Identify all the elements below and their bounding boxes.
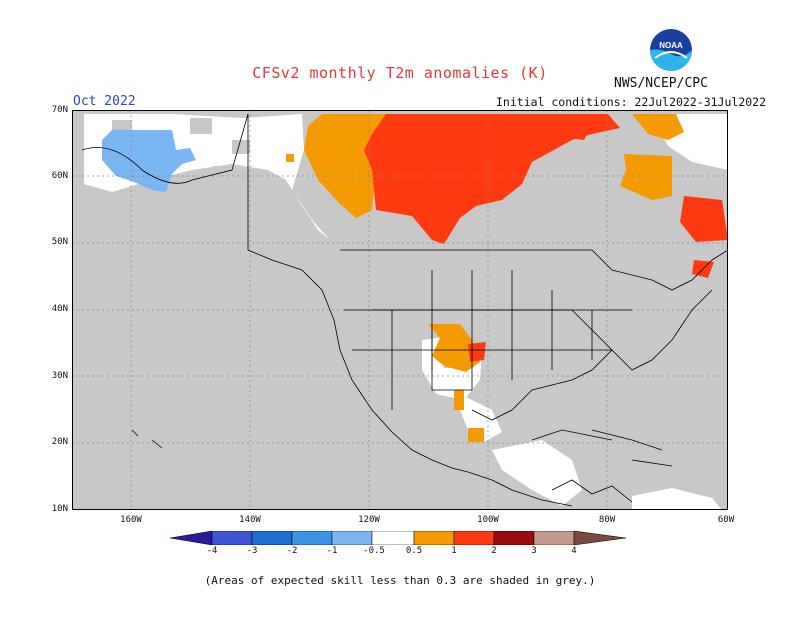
- legend-label: -0.5: [363, 546, 385, 556]
- forecast-month: Oct 2022: [73, 94, 136, 109]
- noaa-logo: NOAA: [650, 29, 692, 71]
- low-skill-speckle: [112, 118, 454, 368]
- legend-label: -1: [326, 546, 338, 556]
- negative-anomaly-alaska: [102, 130, 196, 192]
- lat-label-70n: 70N: [51, 105, 68, 115]
- svg-text:NOAA: NOAA: [659, 41, 683, 50]
- legend-bin-pos1: [453, 531, 495, 545]
- initial-conditions: Initial conditions: 22Jul2022-31Jul2022: [496, 95, 767, 109]
- lon-label-160w: 160W: [120, 515, 142, 525]
- anomaly-0p5-to-1: [286, 114, 684, 442]
- lat-label-50n: 50N: [51, 237, 68, 247]
- organization-label: NWS/NCEP/CPC: [614, 76, 708, 91]
- legend-arrow-right: [573, 531, 627, 545]
- legend-label: 2: [491, 546, 497, 556]
- lat-label-40n: 40N: [51, 304, 68, 314]
- lon-label-100w: 100W: [477, 515, 499, 525]
- legend-label: -2: [286, 546, 298, 556]
- color-legend-bar: [170, 531, 627, 545]
- lon-label-140w: 140W: [239, 515, 261, 525]
- lat-label-30n: 30N: [51, 371, 68, 381]
- map-title: CFSv2 monthly T2m anomalies (K): [252, 64, 548, 82]
- legend-bin-neutral: [371, 531, 415, 545]
- lon-label-60w: 60W: [717, 515, 735, 525]
- skill-footnote: (Areas of expected skill less than 0.3 a…: [204, 574, 596, 587]
- legend-bin-pos0p5: [413, 531, 455, 545]
- lat-label-60n: 60N: [51, 171, 68, 181]
- legend-bin-neg1: [331, 531, 373, 545]
- legend-label: -3: [246, 546, 258, 556]
- legend-bin-neg3: [251, 531, 293, 545]
- legend-arrow-left: [170, 531, 213, 545]
- anomaly-map: [72, 110, 728, 510]
- lat-label-20n: 20N: [51, 437, 68, 447]
- legend-label: -4: [206, 546, 218, 556]
- lon-label-80w: 80W: [598, 515, 616, 525]
- legend-label: 3: [531, 546, 537, 556]
- lon-label-120w: 120W: [358, 515, 380, 525]
- legend-bin-neg2: [291, 531, 333, 545]
- lat-label-10n: 10N: [51, 504, 68, 514]
- legend-label: 1: [451, 546, 457, 556]
- coastlines: [81, 113, 728, 507]
- legend-bin-neg4: [211, 531, 253, 545]
- legend-label: 0.5: [405, 546, 423, 556]
- anomaly-1-to-2: [364, 114, 728, 362]
- legend-label: 4: [571, 546, 577, 556]
- legend-bin-pos3: [533, 531, 575, 545]
- legend-bin-pos2: [493, 531, 535, 545]
